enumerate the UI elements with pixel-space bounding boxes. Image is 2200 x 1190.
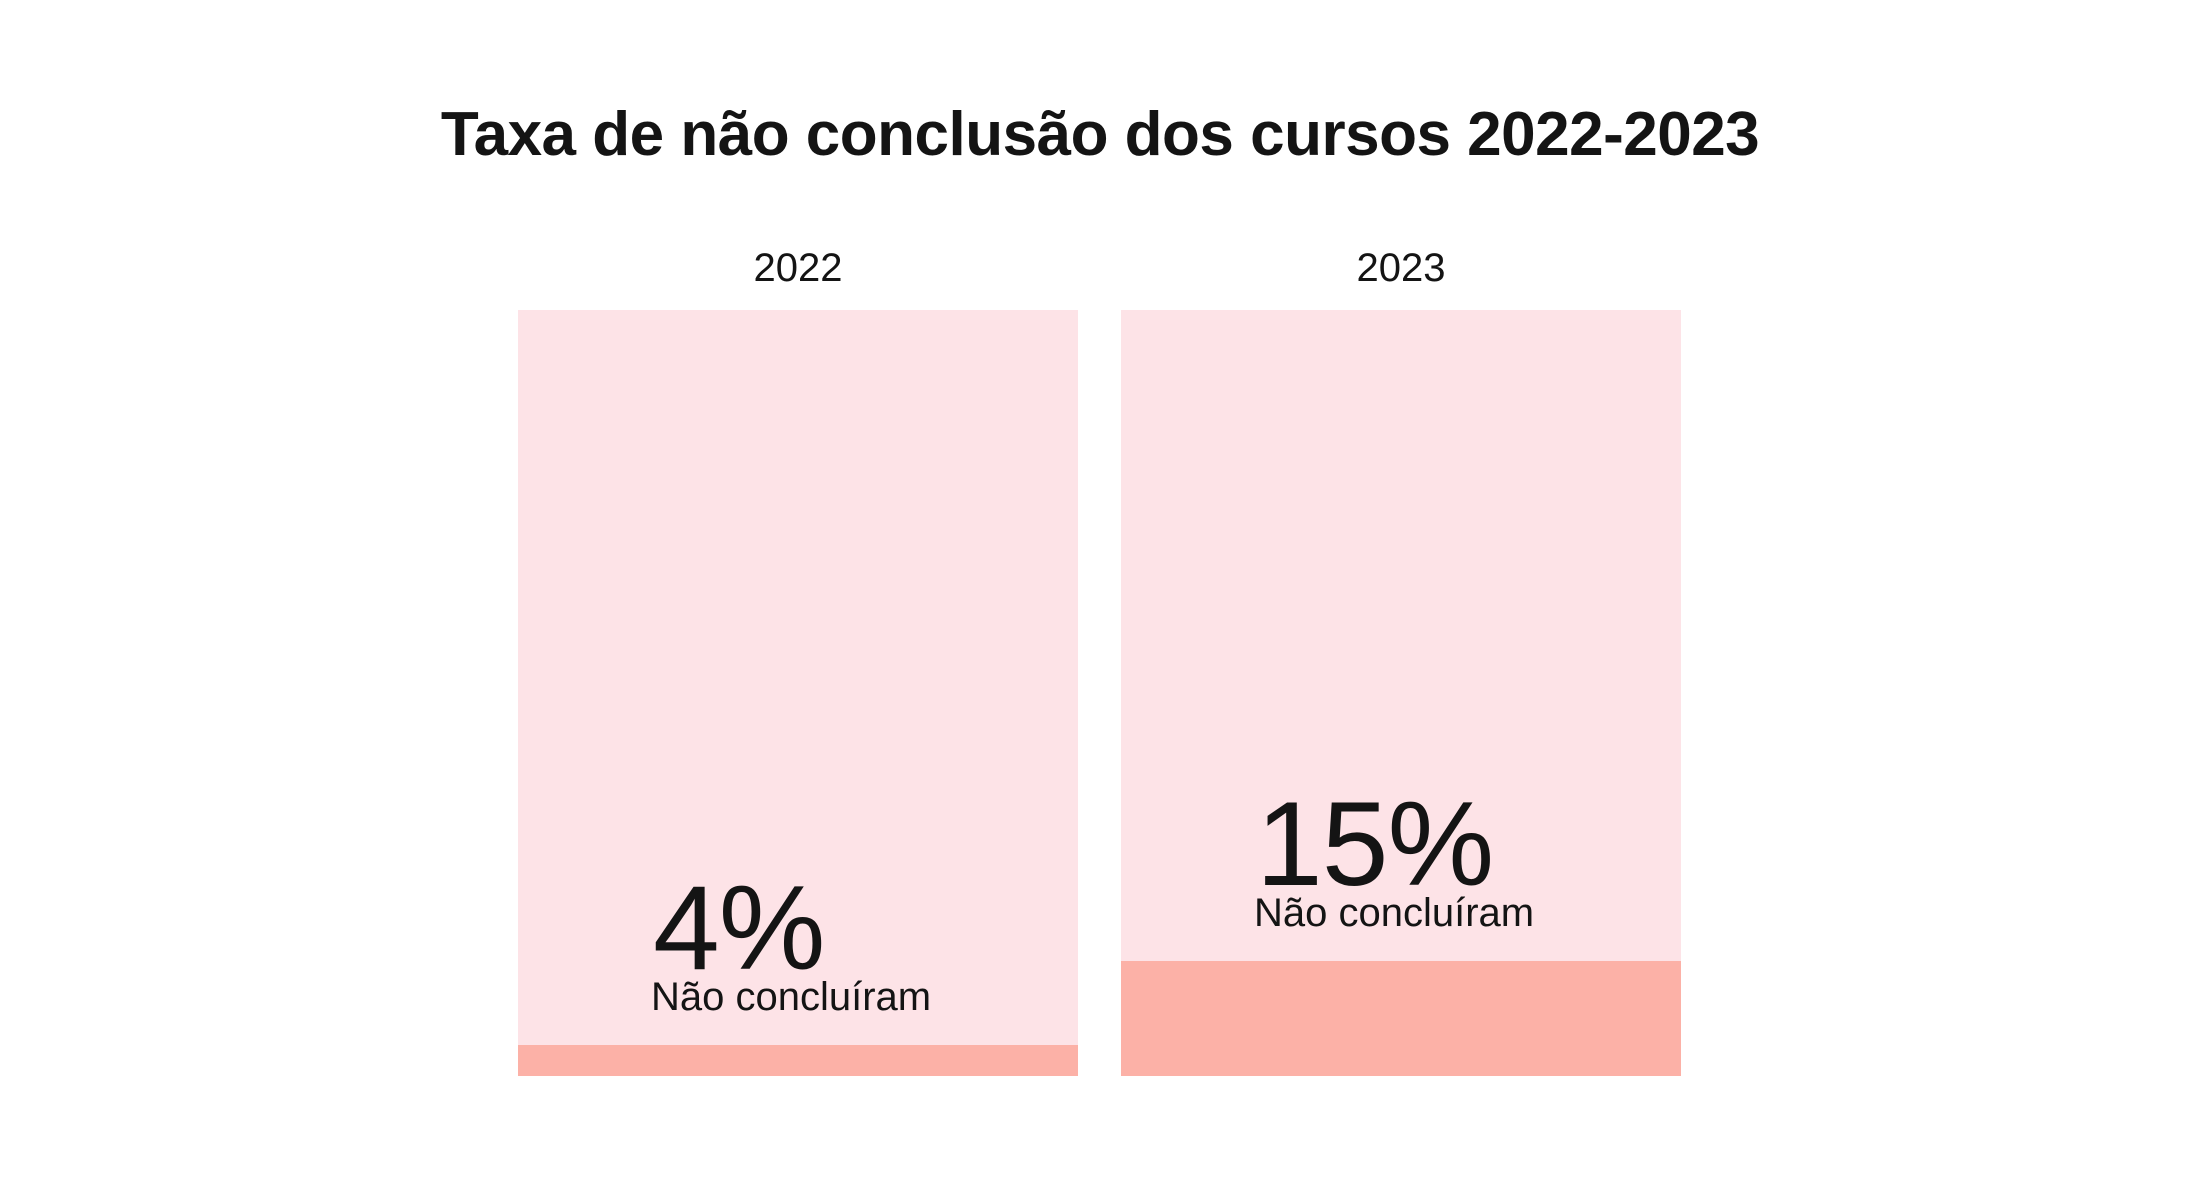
category-label-2023: 2023 xyxy=(1356,246,1446,290)
caption-label-2023: Não concluíram xyxy=(1254,891,1535,935)
bar-background-2023 xyxy=(1121,310,1681,1076)
chart-title: Taxa de não conclusão dos cursos 2022-20… xyxy=(440,100,1760,169)
bar-value-2023 xyxy=(1121,961,1681,1076)
category-label-2022: 2022 xyxy=(753,246,843,290)
value-label-2022: 4% xyxy=(653,861,825,995)
bar-value-2022 xyxy=(518,1045,1078,1076)
caption-label-2022: Não concluíram xyxy=(651,975,932,1019)
value-label-2023: 15% xyxy=(1256,777,1494,911)
bar-background-2022 xyxy=(518,310,1078,1076)
